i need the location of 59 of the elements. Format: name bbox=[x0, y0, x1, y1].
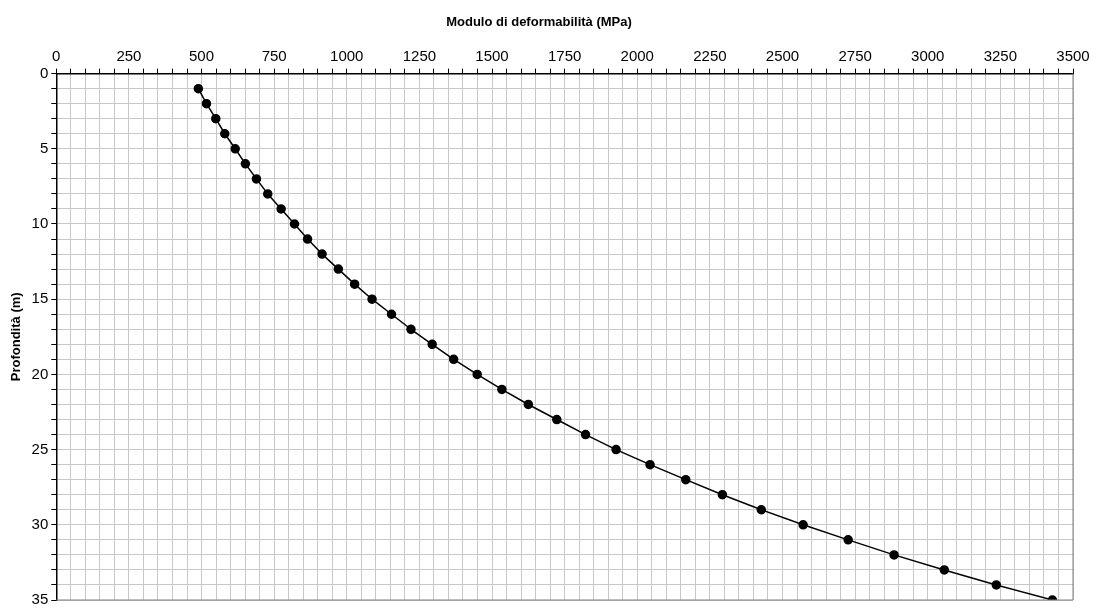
y-tick-label: 35 bbox=[31, 590, 49, 608]
point bbox=[240, 159, 251, 169]
point bbox=[251, 174, 262, 184]
point bbox=[276, 204, 286, 214]
x-tick-label: 3500 bbox=[1056, 46, 1090, 64]
point bbox=[645, 459, 655, 470]
x-tick-label: 2500 bbox=[765, 46, 800, 64]
x-tick-label: 2000 bbox=[620, 46, 654, 64]
point bbox=[580, 429, 591, 440]
y-tick-label: 25 bbox=[31, 439, 49, 457]
point bbox=[717, 489, 728, 500]
point bbox=[386, 309, 397, 319]
point bbox=[193, 83, 204, 94]
x-tick-label: 2750 bbox=[838, 46, 872, 64]
point bbox=[681, 474, 691, 485]
point bbox=[843, 535, 853, 545]
y-tick-label: 15 bbox=[31, 289, 49, 307]
point bbox=[333, 264, 344, 274]
y-tick-label: 0 bbox=[39, 63, 49, 81]
point bbox=[939, 565, 950, 575]
x-tick-label: 1500 bbox=[475, 46, 509, 64]
x-tick-label: 1250 bbox=[402, 46, 437, 64]
point bbox=[317, 249, 327, 259]
point bbox=[367, 294, 377, 304]
x-tick-label: 1000 bbox=[330, 46, 364, 64]
y-tick-label: 5 bbox=[39, 138, 49, 156]
point bbox=[448, 354, 459, 365]
point bbox=[611, 444, 621, 455]
point bbox=[552, 414, 562, 425]
point bbox=[991, 580, 1002, 590]
point bbox=[289, 219, 300, 229]
x-tick-label: 2250 bbox=[693, 46, 727, 64]
x-tick-label: 3000 bbox=[911, 46, 945, 64]
point bbox=[230, 144, 240, 154]
x-tick-label: 750 bbox=[261, 46, 287, 64]
point bbox=[220, 129, 230, 139]
point bbox=[497, 384, 507, 395]
y-tick-label: 30 bbox=[31, 514, 49, 532]
chart-title: Modulo di deformabilità (MPa) bbox=[446, 14, 632, 30]
y-tick-label: 10 bbox=[31, 214, 49, 232]
x-tick-label: 1750 bbox=[547, 46, 582, 64]
x-tick-label: 250 bbox=[116, 46, 142, 64]
point bbox=[756, 505, 767, 515]
point bbox=[201, 98, 212, 109]
x-tick-label: 500 bbox=[189, 46, 215, 64]
point bbox=[472, 369, 482, 380]
point bbox=[302, 234, 313, 244]
point bbox=[889, 550, 899, 560]
y-axis-title: Profondità (m) bbox=[8, 292, 24, 382]
y-tick-label: 20 bbox=[31, 364, 49, 382]
point bbox=[263, 189, 273, 199]
point bbox=[427, 339, 437, 350]
point bbox=[798, 520, 808, 530]
x-tick-label: 0 bbox=[52, 46, 61, 64]
point bbox=[349, 279, 360, 289]
point bbox=[523, 399, 534, 410]
point bbox=[406, 324, 416, 335]
point bbox=[211, 113, 221, 124]
x-tick-label: 3250 bbox=[983, 46, 1018, 64]
